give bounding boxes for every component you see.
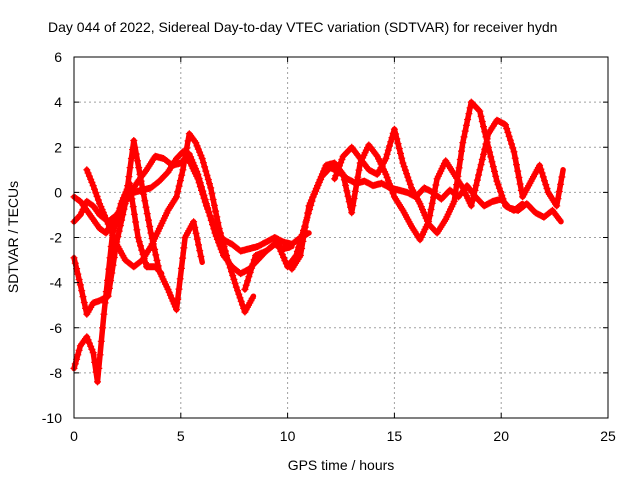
y-tick-label: 0 [54, 184, 62, 200]
data-series-sat-e [70, 179, 165, 386]
series-markers [241, 164, 564, 293]
y-tick-label: 4 [54, 94, 62, 110]
y-axis-label: SDTVAR / TECUs [5, 181, 21, 293]
y-tick-label: 6 [54, 49, 62, 65]
data-series-sat-g [288, 116, 566, 273]
series-markers [288, 116, 566, 273]
y-tick-label: -6 [50, 320, 63, 336]
x-tick-label: 25 [600, 428, 616, 444]
series-layer [70, 98, 566, 386]
ticks: 0 5 10 15 20 25 -10 -8 -6 -4 -2 0 2 4 6 [42, 49, 616, 444]
chart-title: Day 044 of 2022, Sidereal Day-to-day VTE… [48, 19, 557, 35]
y-tick-label: 2 [54, 139, 62, 155]
y-tick-label: -10 [42, 410, 62, 426]
data-series-sat-h [331, 98, 526, 237]
x-tick-label: 0 [70, 428, 78, 444]
y-tick-label: -8 [50, 365, 63, 381]
data-series-sat-f [241, 164, 564, 293]
x-tick-label: 5 [177, 428, 185, 444]
x-tick-label: 15 [387, 428, 403, 444]
series-markers [331, 98, 525, 237]
x-tick-label: 20 [493, 428, 509, 444]
x-tick-label: 10 [280, 428, 296, 444]
x-axis-label: GPS time / hours [288, 457, 395, 473]
y-tick-label: -2 [50, 230, 63, 246]
grid [74, 57, 608, 418]
y-tick-label: -4 [50, 275, 63, 291]
